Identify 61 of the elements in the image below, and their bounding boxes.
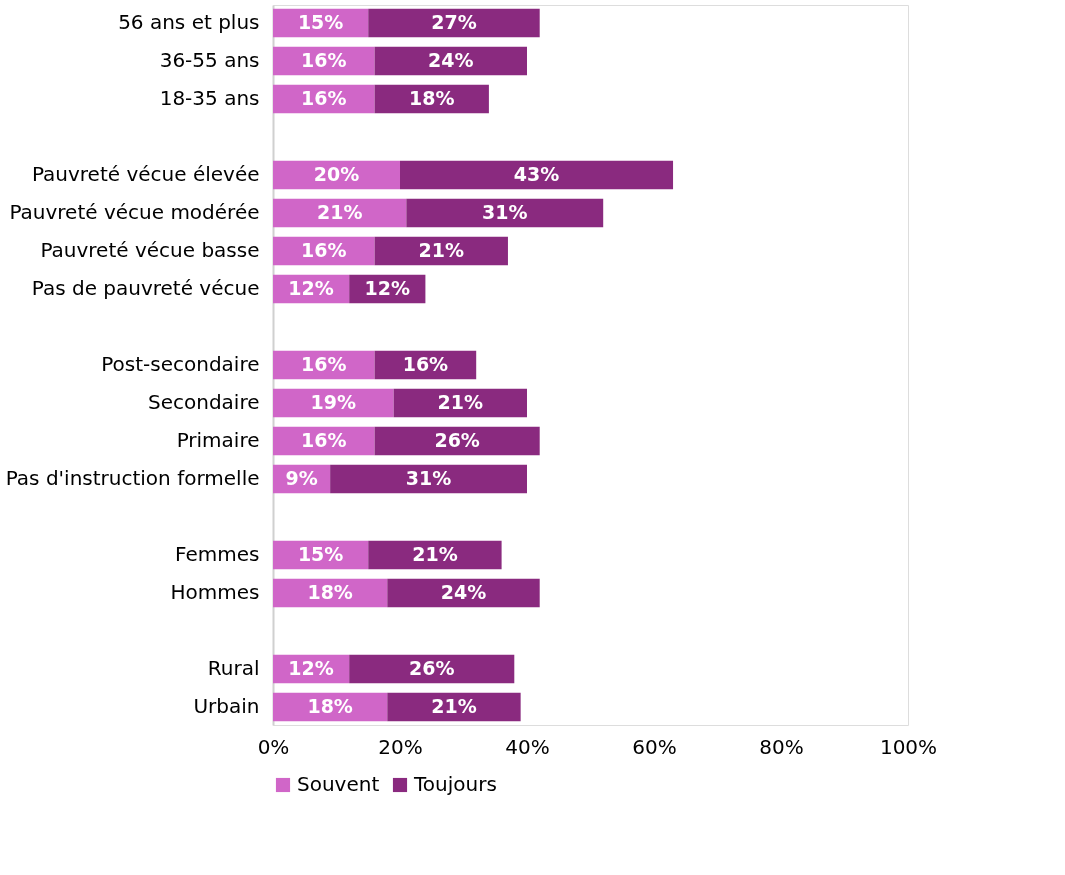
data-label: 18% bbox=[307, 694, 353, 717]
data-label: 31% bbox=[482, 201, 528, 224]
data-label: 21% bbox=[418, 239, 465, 262]
data-label: 15% bbox=[297, 542, 344, 565]
data-label: 26% bbox=[409, 656, 455, 679]
y-tick-label: Pauvreté vécue basse bbox=[40, 238, 260, 263]
y-tick-label: Pauvreté vécue modérée bbox=[9, 200, 260, 225]
y-tick-label: 18-35 ans bbox=[159, 86, 260, 111]
data-label: 21% bbox=[437, 390, 484, 413]
data-label: 9% bbox=[285, 466, 318, 489]
x-tick-label: 40% bbox=[505, 734, 550, 759]
data-label: 12% bbox=[364, 277, 411, 300]
data-label: 24% bbox=[440, 580, 487, 603]
y-tick-label: Pas d'instruction formelle bbox=[5, 465, 260, 490]
y-tick-label: Pas de pauvreté vécue bbox=[31, 276, 260, 301]
data-label: 18% bbox=[409, 87, 455, 110]
data-label: 16% bbox=[301, 353, 347, 375]
data-label: 24% bbox=[428, 49, 474, 72]
bar bbox=[374, 46, 527, 76]
x-tick-label: 80% bbox=[759, 734, 804, 759]
data-label: 18% bbox=[307, 580, 353, 603]
y-tick-label: Urbain bbox=[193, 693, 260, 718]
data-label: 27% bbox=[431, 11, 477, 34]
legend-label: Souvent bbox=[297, 772, 380, 796]
legend-label: Toujours bbox=[413, 772, 497, 796]
data-label: 16% bbox=[301, 428, 347, 451]
data-label: 21% bbox=[316, 201, 363, 224]
y-tick-label: 36-55 ans bbox=[159, 48, 260, 73]
y-tick-label: Hommes bbox=[170, 579, 260, 604]
x-tick-label: 20% bbox=[378, 734, 423, 759]
data-label: 16% bbox=[301, 49, 347, 72]
data-label: 20% bbox=[313, 163, 360, 186]
data-label: 19% bbox=[310, 390, 357, 413]
bar bbox=[387, 578, 540, 608]
y-tick-label: 56 ans et plus bbox=[118, 10, 260, 35]
data-label: 21% bbox=[412, 542, 458, 565]
bar bbox=[406, 198, 604, 228]
y-tick-label: Femmes bbox=[175, 541, 260, 566]
bar bbox=[330, 464, 527, 494]
data-label: 26% bbox=[434, 428, 480, 451]
x-tick-label: 60% bbox=[632, 734, 677, 759]
bar bbox=[368, 8, 540, 38]
data-label: 31% bbox=[405, 466, 452, 489]
y-tick-label: Primaire bbox=[176, 427, 260, 452]
data-label: 12% bbox=[288, 656, 334, 679]
data-label: 21% bbox=[431, 694, 477, 717]
data-label: 12% bbox=[288, 277, 334, 300]
bar bbox=[400, 160, 674, 190]
y-tick-label: Secondaire bbox=[147, 389, 260, 414]
y-tick-label: Pauvreté vécue élevée bbox=[31, 162, 260, 187]
x-tick-label: 100% bbox=[879, 734, 938, 759]
y-tick-label: Post-secondaire bbox=[101, 352, 260, 376]
data-label: 16% bbox=[301, 239, 347, 262]
bar bbox=[349, 654, 515, 684]
x-tick-label: 0% bbox=[257, 734, 290, 759]
y-tick-label: Rural bbox=[207, 655, 260, 680]
data-label: 15% bbox=[297, 11, 344, 34]
data-label: 16% bbox=[301, 87, 347, 110]
data-label: 16% bbox=[402, 353, 449, 375]
data-label: 43% bbox=[513, 163, 560, 186]
bar bbox=[374, 426, 540, 456]
